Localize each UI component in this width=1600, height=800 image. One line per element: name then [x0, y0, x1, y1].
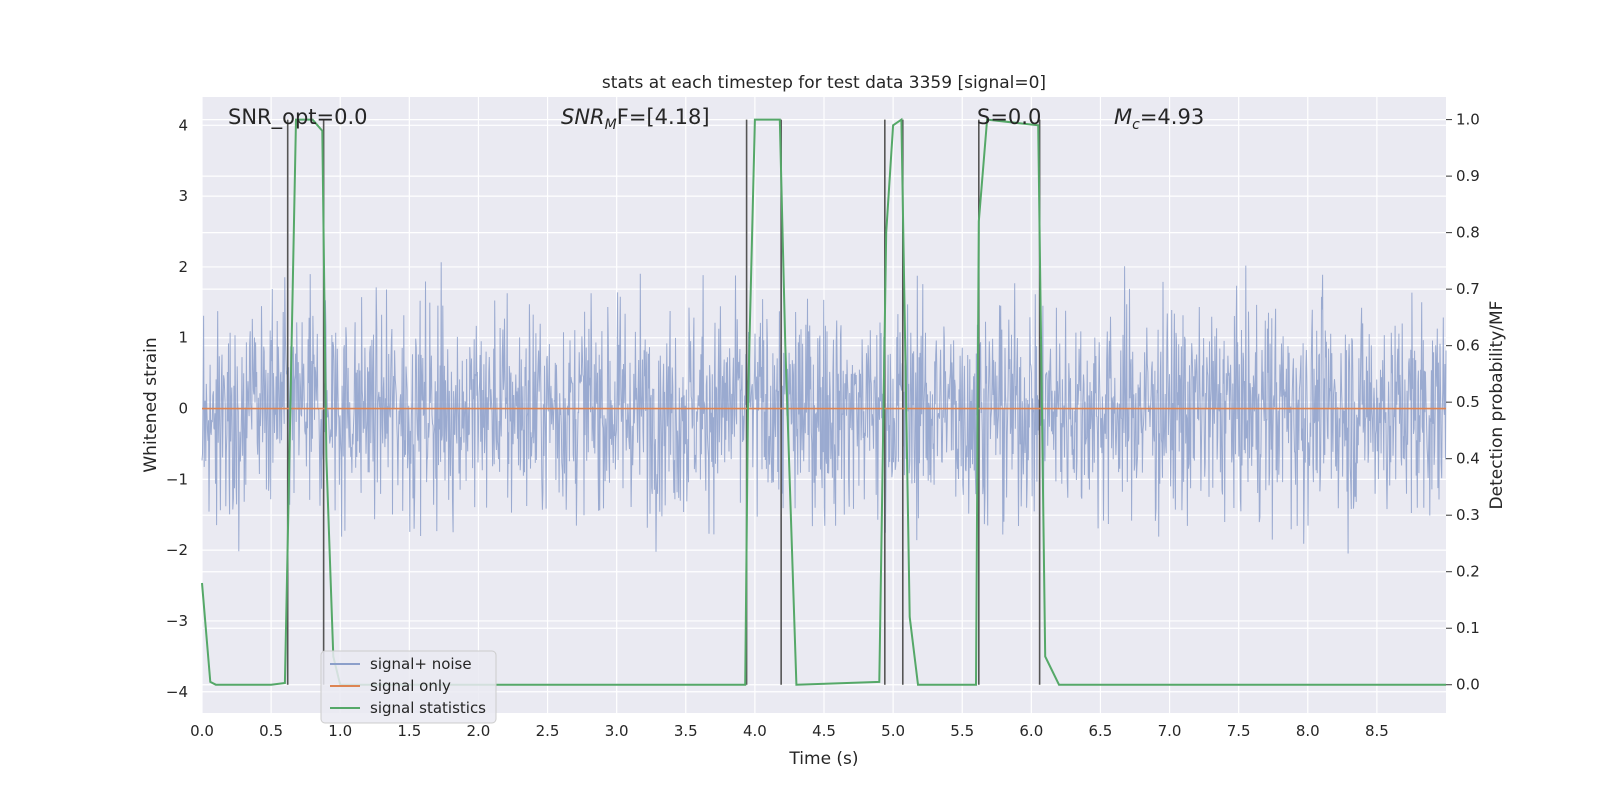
x-tick-label-4: 2.0 — [467, 722, 491, 740]
legend-label-signal-noise: signal+ noise — [370, 655, 472, 673]
y-right-tick-label-6: 0.6 — [1456, 337, 1480, 355]
y-right-tick-label-10: 1.0 — [1456, 111, 1480, 129]
y-right-tick-labels: 0.0 0.1 0.2 0.3 0.4 0.5 0.6 0.7 0.8 0.9 1.0 — [1446, 111, 1480, 694]
y-right-axis-label: Detection probability/MF — [1487, 301, 1507, 510]
x-tick-label-14: 7.0 — [1158, 722, 1182, 740]
x-tick-label-3: 1.5 — [397, 722, 421, 740]
x-tick-label-15: 7.5 — [1227, 722, 1251, 740]
snr-opt-annotation: SNR_opt=0.0 — [228, 105, 368, 130]
legend-label-signal-statistics: signal statistics — [370, 699, 486, 717]
y-left-axis-label: Whitened strain — [141, 337, 161, 472]
y-right-tick-label-4: 0.4 — [1456, 450, 1480, 468]
y-left-tick-label-0: −4 — [166, 683, 188, 701]
legend-label-signal-only: signal only — [370, 677, 451, 695]
y-left-tick-label-4: 0 — [178, 400, 188, 418]
y-left-tick-label-5: 1 — [178, 329, 188, 347]
snr-mf-annotation: SNRMF=[4.18] — [561, 105, 710, 133]
y-right-tick-label-2: 0.2 — [1456, 563, 1480, 581]
x-tick-label-5: 2.5 — [536, 722, 560, 740]
x-tick-label-8: 4.0 — [743, 722, 767, 740]
legend-box — [320, 650, 497, 724]
x-tick-label-16: 8.0 — [1296, 722, 1320, 740]
x-tick-labels: 0.0 0.5 1.0 1.5 2.0 2.5 3.0 3.5 4.0 4.5 5.0 5.5 6.0 6… — [190, 722, 1389, 740]
y-right-tick-label-7: 0.7 — [1456, 280, 1480, 298]
x-tick-label-13: 6.5 — [1089, 722, 1113, 740]
y-right-tick-label-9: 0.9 — [1456, 167, 1480, 185]
x-tick-label-6: 3.0 — [605, 722, 629, 740]
chart-title: stats at each timestep for test data 335… — [602, 73, 1046, 93]
y-right-tick-label-8: 0.8 — [1456, 224, 1480, 242]
x-tick-label-17: 8.5 — [1365, 722, 1389, 740]
legend: signal+ noise signal only signal statist… — [320, 650, 497, 724]
y-left-tick-label-3: −1 — [166, 470, 188, 488]
signal-statistics-line — [201, 117, 1446, 686]
signal-statistics-series — [201, 117, 1446, 686]
y-left-tick-label-1: −3 — [166, 612, 188, 630]
y-right-tick-label-5: 0.5 — [1456, 393, 1480, 411]
x-tick-label-12: 6.0 — [1019, 722, 1043, 740]
x-tick-label-2: 1.0 — [328, 722, 352, 740]
x-tick-label-7: 3.5 — [674, 722, 698, 740]
x-tick-label-10: 5.0 — [881, 722, 905, 740]
s-annotation: S=0.0 — [977, 105, 1041, 129]
y-left-tick-label-8: 4 — [178, 116, 188, 134]
mc-annotation: Mc=4.93 — [1114, 105, 1204, 133]
y-right-tick-label-3: 0.3 — [1456, 506, 1480, 524]
x-tick-label-9: 4.5 — [812, 722, 836, 740]
y-left-tick-label-2: −2 — [166, 541, 188, 559]
y-left-tick-labels: −4 −3 −2 −1 0 1 2 3 4 — [166, 116, 188, 700]
y-right-tick-label-1: 0.1 — [1456, 619, 1480, 637]
y-left-tick-label-7: 3 — [178, 187, 188, 205]
x-tick-label-0: 0.0 — [190, 722, 214, 740]
annotations: SNR_opt=0.0 SNRMF=[4.18] S=0.0 Mc=4.93 — [228, 105, 1204, 133]
signal-noise-series — [201, 262, 1447, 554]
x-tick-label-1: 0.5 — [259, 722, 283, 740]
signal-noise-line — [201, 262, 1447, 554]
x-tick-label-11: 5.5 — [950, 722, 974, 740]
y-right-tick-label-0: 0.0 — [1456, 676, 1480, 694]
y-left-tick-label-6: 2 — [178, 258, 188, 276]
x-axis-label: Time (s) — [788, 749, 858, 769]
